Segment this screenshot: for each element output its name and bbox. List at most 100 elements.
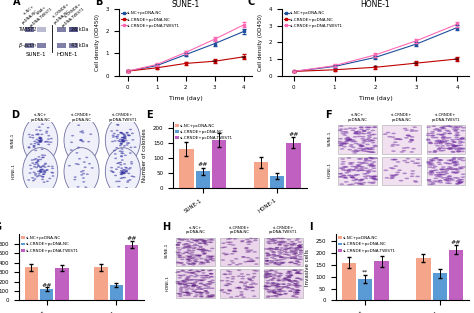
Ellipse shape [295,283,299,285]
Ellipse shape [296,278,300,279]
Ellipse shape [453,165,457,167]
Ellipse shape [286,287,291,289]
si-NC+pcDNA-NC [183,53,189,56]
Ellipse shape [273,263,278,264]
Bar [94,267,108,300]
Ellipse shape [439,169,444,171]
Circle shape [42,173,46,175]
Ellipse shape [364,177,368,179]
Ellipse shape [369,177,374,179]
Ellipse shape [192,271,197,273]
Ellipse shape [392,159,397,160]
Ellipse shape [436,134,441,135]
Text: si-CRNDE+
pcDNA-TWIST1: si-CRNDE+ pcDNA-TWIST1 [269,226,298,234]
Ellipse shape [458,148,463,149]
Ellipse shape [345,140,350,141]
Ellipse shape [413,162,418,164]
Ellipse shape [231,276,236,278]
Text: pcDNA-NC: pcDNA-NC [21,9,38,25]
Ellipse shape [287,248,291,249]
Ellipse shape [283,249,288,251]
Ellipse shape [298,245,302,246]
Ellipse shape [443,162,448,164]
Circle shape [36,139,38,140]
Ellipse shape [344,142,349,144]
Ellipse shape [370,147,375,148]
Bar [25,267,38,300]
Ellipse shape [355,179,359,181]
Ellipse shape [267,248,272,249]
FancyBboxPatch shape [25,43,34,48]
Circle shape [40,140,43,141]
Text: pcDNA-NC: pcDNA-NC [53,9,71,25]
Ellipse shape [443,171,448,173]
Legend: si-NC+pcDNA-NC, si-CRNDE+pcDNA-NC, si-CRNDE+pcDNA-TWIST1: si-NC+pcDNA-NC, si-CRNDE+pcDNA-NC, si-CR… [173,122,235,142]
Circle shape [115,181,118,182]
Ellipse shape [222,274,227,275]
Ellipse shape [368,139,373,141]
Ellipse shape [273,285,278,286]
Ellipse shape [278,275,283,276]
Ellipse shape [274,285,278,286]
si-CRNDE+pcDNA-NC [241,55,246,59]
Ellipse shape [297,245,301,246]
Ellipse shape [438,129,443,131]
Ellipse shape [410,140,414,141]
Ellipse shape [277,276,281,278]
Ellipse shape [279,257,283,258]
Ellipse shape [447,160,451,161]
Ellipse shape [288,247,292,249]
Ellipse shape [227,289,231,291]
Ellipse shape [350,177,355,178]
si-NC+pcDNA-NC [454,26,460,29]
Circle shape [123,134,126,136]
Ellipse shape [460,137,465,139]
Ellipse shape [186,249,191,251]
Circle shape [77,146,80,148]
Ellipse shape [410,129,414,131]
Ellipse shape [404,137,409,139]
Ellipse shape [438,141,443,143]
Ellipse shape [235,296,239,297]
Ellipse shape [204,290,208,292]
Ellipse shape [443,141,447,142]
Ellipse shape [455,133,459,135]
Ellipse shape [298,278,302,280]
Ellipse shape [197,291,201,293]
Ellipse shape [348,163,353,165]
Ellipse shape [438,141,442,142]
Ellipse shape [344,131,348,133]
Circle shape [38,126,41,128]
Ellipse shape [285,279,290,281]
Ellipse shape [289,258,294,259]
Ellipse shape [209,276,213,277]
Ellipse shape [278,244,283,245]
Ellipse shape [264,288,268,289]
Circle shape [112,135,115,136]
Ellipse shape [348,169,353,170]
Ellipse shape [454,146,458,147]
Circle shape [37,175,40,177]
Circle shape [52,175,55,177]
Ellipse shape [292,257,297,259]
Circle shape [32,146,36,148]
Ellipse shape [370,182,375,184]
Ellipse shape [438,143,443,145]
Circle shape [37,140,40,141]
Ellipse shape [409,139,414,141]
Ellipse shape [405,135,410,136]
Ellipse shape [440,127,445,129]
Ellipse shape [276,284,280,285]
Ellipse shape [281,240,285,242]
Ellipse shape [365,129,370,130]
Ellipse shape [277,241,281,242]
Ellipse shape [298,256,302,258]
Circle shape [124,138,127,140]
Ellipse shape [191,248,196,249]
Ellipse shape [251,277,255,279]
Ellipse shape [197,255,201,256]
Ellipse shape [265,264,270,265]
Ellipse shape [226,293,230,295]
Bar [449,250,463,300]
Ellipse shape [454,161,459,162]
